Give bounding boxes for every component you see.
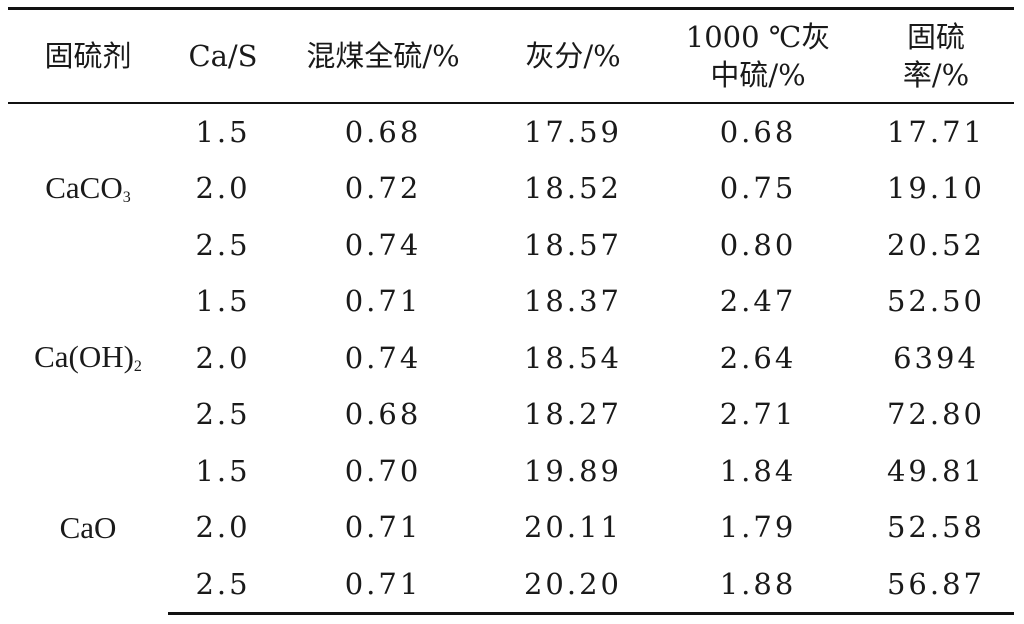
cell-rate: 72.80 — [886, 397, 986, 432]
cell-ash-sulfur: 1.88 — [658, 555, 858, 615]
cell-ratio: 1.5 — [195, 453, 251, 488]
cell-rate: 52.50 — [886, 284, 986, 319]
cell-ash-sulfur: 1.84 — [719, 453, 797, 488]
cell-ash: 20.11 — [523, 510, 623, 545]
cell-ash-sulfur: 1.79 — [719, 510, 797, 545]
cell-rate: 19.10 — [886, 171, 986, 206]
table-row: 2.0 0.71 20.11 1.79 52.58 — [8, 499, 1014, 556]
cell-ash-sulfur: 2.71 — [719, 397, 797, 432]
cell-ash: 18.54 — [523, 340, 623, 375]
header-row: 固硫剂 Ca/S 混煤全硫/% 灰分/% 1000 ℃灰 中硫/% 固硫 率/% — [8, 7, 1014, 104]
table-row: CaO 1.5 0.70 19.89 1.84 49.81 — [8, 443, 1014, 545]
cell-ash-sulfur: 2.47 — [719, 284, 797, 319]
header-ash-sulfur: 1000 ℃灰 中硫/% — [658, 7, 858, 104]
header-ratio: Ca/S — [168, 7, 278, 104]
cell-total-sulfur: 0.70 — [344, 453, 422, 488]
agent-formula: CaO — [59, 510, 117, 545]
table-header: 固硫剂 Ca/S 混煤全硫/% 灰分/% 1000 ℃灰 中硫/% 固硫 率/% — [8, 7, 1014, 104]
cell-ash: 18.52 — [523, 171, 623, 206]
cell-ash: 17.59 — [523, 114, 623, 149]
cell-ratio: 2.5 — [168, 555, 278, 615]
table-row: CaCO3 1.5 0.68 17.59 0.68 17.71 — [8, 103, 1014, 206]
cell-total-sulfur: 0.71 — [344, 284, 422, 319]
header-agent: 固硫剂 — [8, 7, 168, 104]
header-total-sulfur: 混煤全硫/% — [278, 7, 488, 104]
header-ash: 灰分/% — [488, 7, 658, 104]
sulfur-fixation-table-container: 固硫剂 Ca/S 混煤全硫/% 灰分/% 1000 ℃灰 中硫/% 固硫 率/%… — [8, 7, 1014, 615]
cell-total-sulfur: 0.68 — [344, 114, 422, 149]
cell-ratio: 2.0 — [195, 171, 251, 206]
agent-cell: Ca(OH)2 — [8, 273, 168, 443]
cell-total-sulfur: 0.72 — [344, 171, 422, 206]
table-row: 2.5 0.71 20.20 1.88 56.87 — [8, 555, 1014, 615]
cell-ash: 18.27 — [523, 397, 623, 432]
agent-formula: Ca(OH) — [34, 339, 134, 375]
cell-ratio: 1.5 — [195, 284, 251, 319]
cell-ratio: 2.0 — [195, 510, 251, 545]
cell-ash-sulfur: 0.75 — [719, 171, 797, 206]
cell-rate: 52.58 — [886, 510, 986, 545]
table-row: 2.5 0.68 18.27 2.71 72.80 — [8, 386, 1014, 443]
agent-formula-subscript: 2 — [133, 358, 142, 376]
cell-total-sulfur: 0.71 — [344, 510, 422, 545]
cell-ash-sulfur: 0.80 — [719, 227, 797, 262]
table-row: 2.5 0.74 18.57 0.80 20.52 — [8, 217, 1014, 274]
cell-total-sulfur: 0.71 — [278, 555, 488, 615]
cell-ratio: 2.5 — [195, 397, 251, 432]
header-rate: 固硫 率/% — [858, 7, 1014, 104]
cell-ash: 19.89 — [523, 453, 623, 488]
table-row: 2.0 0.74 18.54 2.64 6394 — [8, 330, 1014, 387]
cell-ash: 18.57 — [523, 227, 623, 262]
agent-cell: CaO — [8, 443, 168, 614]
cell-rate: 17.71 — [886, 114, 986, 149]
table-row: 2.0 0.72 18.52 0.75 19.10 — [8, 160, 1014, 217]
header-rate-line2: 率/% — [902, 57, 970, 92]
agent-cell: CaCO3 — [8, 103, 168, 274]
table-body: CaCO3 1.5 0.68 17.59 0.68 17.71 2.0 0.72 18.52 0.… — [8, 103, 1014, 615]
agent-formula-subscript: 3 — [122, 188, 131, 206]
cell-ash: 18.37 — [523, 284, 623, 319]
header-rate-line1: 固硫 — [906, 19, 965, 54]
cell-ash-sulfur: 0.68 — [719, 114, 797, 149]
cell-ratio: 2.0 — [195, 340, 251, 375]
cell-total-sulfur: 0.68 — [344, 397, 422, 432]
header-ash-sulfur-line2: 中硫/% — [710, 57, 806, 92]
cell-ratio: 2.5 — [195, 227, 251, 262]
cell-rate: 56.87 — [858, 555, 1014, 615]
cell-ash: 20.20 — [488, 555, 658, 615]
cell-rate: 49.81 — [886, 453, 986, 488]
cell-ash-sulfur: 2.64 — [719, 340, 797, 375]
agent-formula: CaCO — [45, 169, 123, 205]
header-ash-sulfur-line1: 1000 ℃灰 — [685, 19, 831, 54]
cell-ratio: 1.5 — [195, 114, 251, 149]
table-row: Ca(OH)2 1.5 0.71 18.37 2.47 52.50 — [8, 273, 1014, 375]
sulfur-fixation-table: 固硫剂 Ca/S 混煤全硫/% 灰分/% 1000 ℃灰 中硫/% 固硫 率/%… — [8, 7, 1014, 615]
cell-total-sulfur: 0.74 — [344, 340, 422, 375]
cell-rate: 20.52 — [886, 227, 986, 262]
cell-total-sulfur: 0.74 — [344, 227, 422, 262]
cell-rate: 6394 — [893, 340, 979, 375]
